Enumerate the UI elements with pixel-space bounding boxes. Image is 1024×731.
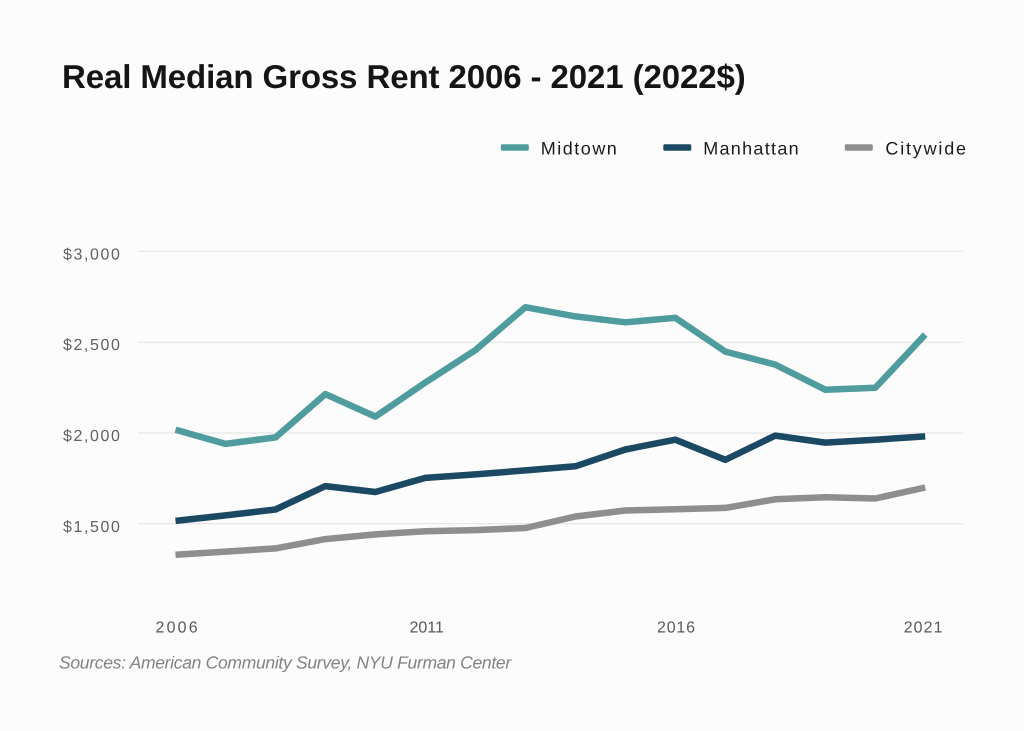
svg-text:$2,500: $2,500: [63, 337, 122, 354]
svg-text:Sources: American Community Su: Sources: American Community Survey, NYU …: [59, 653, 512, 673]
svg-text:2006: 2006: [155, 620, 199, 637]
svg-text:Citywide: Citywide: [885, 139, 967, 159]
svg-text:$1,500: $1,500: [63, 519, 122, 536]
svg-text:Midtown: Midtown: [541, 139, 619, 159]
svg-text:Manhattan: Manhattan: [703, 139, 800, 159]
svg-text:2021: 2021: [904, 620, 944, 637]
svg-text:2016: 2016: [657, 620, 696, 637]
svg-text:Real Median Gross Rent 2006 -: Real Median Gross Rent 2006 - 2021 (2022…: [62, 58, 746, 95]
svg-text:2011: 2011: [409, 620, 444, 637]
svg-text:$2,000: $2,000: [63, 428, 122, 445]
svg-text:$3,000: $3,000: [63, 246, 122, 263]
